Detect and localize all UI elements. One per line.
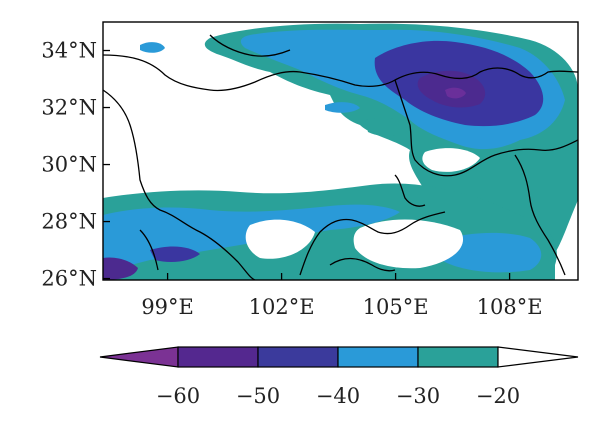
boundary-sichuan [394, 174, 426, 207]
colorbar-extend-low [99, 346, 179, 368]
colorbar-bin-40-30 [337, 346, 419, 368]
colorbar-tick-label: −30 [396, 384, 440, 408]
field-blob-center [365, 117, 412, 137]
colorbar [99, 346, 579, 368]
colorbar-tick-label: −20 [476, 384, 520, 408]
colorbar-bin-30-20 [417, 346, 499, 368]
boundary-north [103, 54, 578, 92]
colorbar-tick-label: −60 [156, 384, 200, 408]
colorbar-tick-label: −40 [316, 384, 360, 408]
field-blob-mid [325, 102, 360, 113]
field-white-hole-2 [353, 219, 464, 269]
boundary-west [103, 89, 256, 280]
field-purple-core [445, 87, 466, 99]
boundary-central [394, 79, 578, 177]
boundary-south-2 [329, 257, 396, 272]
boundary-east [514, 154, 566, 276]
lat-tick-label: 30°N [41, 153, 97, 177]
field-white-hole-3 [422, 148, 480, 172]
boundary-south-1 [299, 211, 446, 276]
lat-tick-label: 26°N [41, 267, 97, 291]
lon-tick-label: 108°E [477, 295, 543, 319]
lat-tick-label: 28°N [41, 210, 97, 234]
lon-tick-label: 102°E [249, 295, 315, 319]
boundary-southwest [139, 229, 159, 271]
field-purple-sw [103, 257, 138, 280]
colorbar-tick-label: −50 [236, 384, 280, 408]
lat-tick-label: 34°N [41, 39, 97, 63]
anomaly-field [103, 23, 578, 280]
map-frame [102, 21, 579, 281]
colorbar-bin-50-40 [257, 346, 339, 368]
field-blob-nw [140, 42, 165, 53]
colorbar-bin-60-50 [177, 346, 259, 368]
colorbar-labels: −60 −50 −40 −30 −20 [156, 384, 520, 408]
field-indigo-south [150, 246, 200, 262]
colorbar-extend-high [497, 346, 579, 368]
longitude-axis: 99°E 102°E 105°E 108°E [141, 273, 543, 319]
lon-tick-label: 99°E [141, 295, 194, 319]
boundary-lines [103, 34, 578, 280]
lat-tick-label: 32°N [41, 96, 97, 120]
latitude-axis: 34°N 32°N 30°N 28°N 26°N [41, 39, 110, 291]
lon-tick-label: 105°E [363, 295, 429, 319]
field-white-hole-1 [245, 219, 315, 259]
boundary-ne [209, 34, 291, 57]
